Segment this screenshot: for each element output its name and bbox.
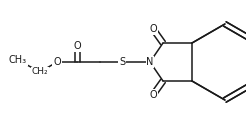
Text: O: O — [149, 24, 157, 34]
Text: O: O — [149, 90, 157, 100]
Text: N: N — [146, 57, 154, 67]
Text: O: O — [53, 57, 61, 67]
Text: CH₃: CH₃ — [9, 55, 27, 65]
Text: O: O — [73, 41, 81, 51]
Text: CH₂: CH₂ — [32, 68, 48, 76]
Text: S: S — [119, 57, 125, 67]
